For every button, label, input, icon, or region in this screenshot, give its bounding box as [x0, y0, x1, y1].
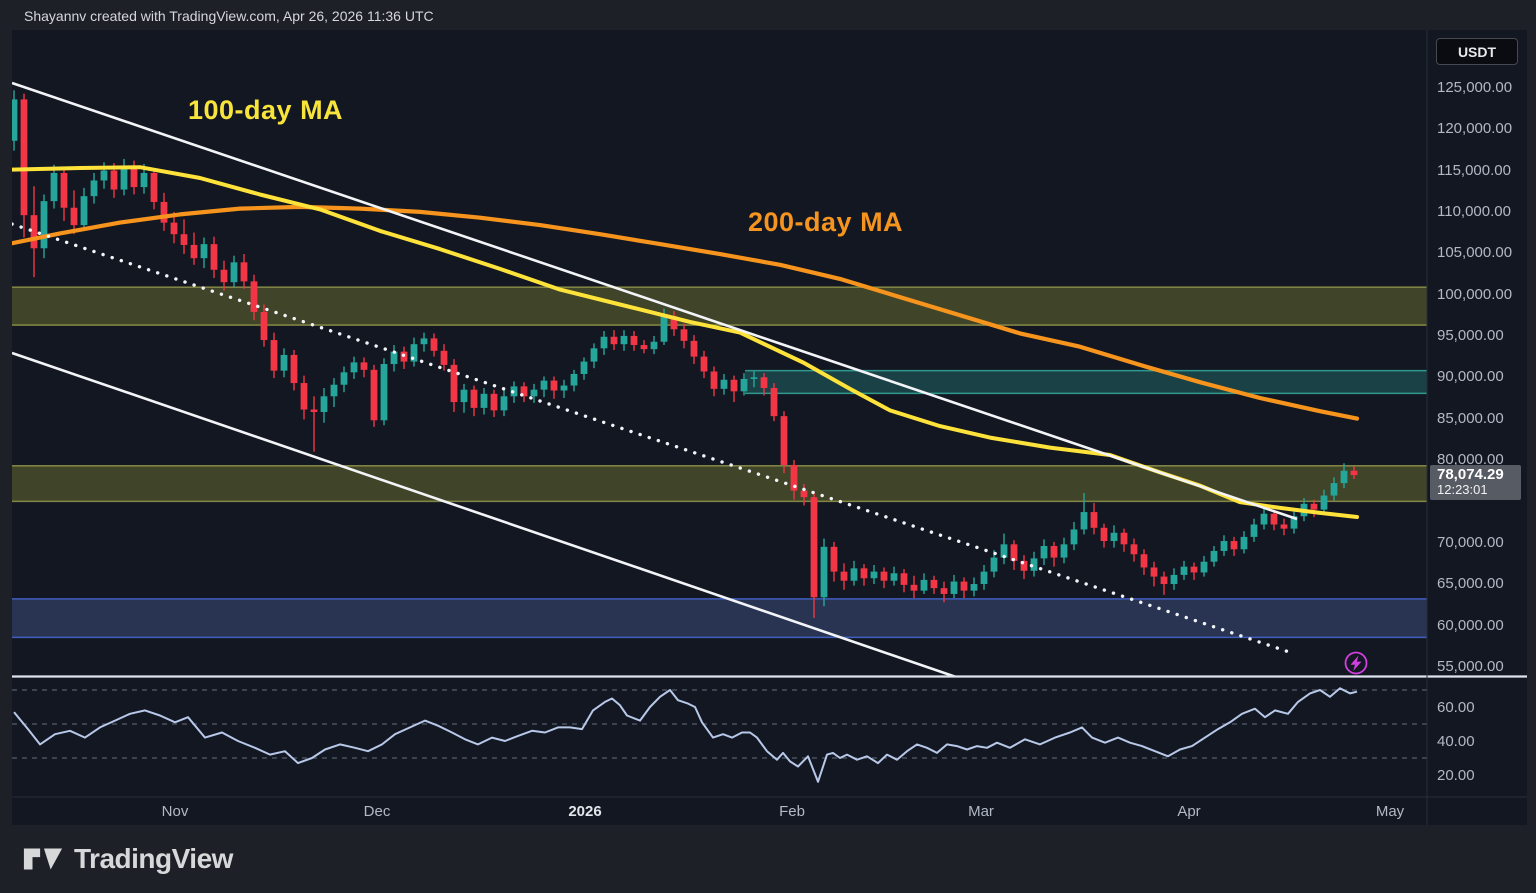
price-tick-label: 115,000.00 — [1437, 161, 1511, 179]
tradingview-logo[interactable]: TradingView — [22, 843, 233, 875]
rsi-tick-label: 60.00 — [1437, 699, 1475, 716]
price-tick-label: 65,000.00 — [1437, 575, 1504, 593]
price-tick-label: 95,000.00 — [1437, 327, 1504, 345]
currency-toggle-button[interactable]: USDT — [1436, 38, 1518, 65]
attribution-text: Shayannv created with TradingView.com, A… — [24, 8, 434, 24]
tradingview-logo-icon — [23, 848, 63, 870]
time-tick-dec: Dec — [363, 803, 391, 820]
price-tick-label: 80,000.00 — [1437, 451, 1504, 469]
time-tick-2026: 2026 — [568, 803, 602, 820]
last-price-label: 78,074.29 12:23:01 — [1430, 465, 1521, 501]
price-tick-label: 60,000.00 — [1437, 616, 1504, 634]
price-tick-label: 70,000.00 — [1437, 533, 1504, 551]
time-axis[interactable]: Nov Dec 2026 Feb Mar Apr May — [12, 797, 1527, 825]
chart-canvas[interactable] — [12, 30, 1527, 825]
price-tick-label: 120,000.00 — [1437, 120, 1513, 138]
ma100-annotation: 100-day MA — [188, 95, 344, 125]
time-tick-apr: Apr — [1177, 803, 1201, 820]
rsi-tick-label: 40.00 — [1437, 733, 1475, 750]
price-tick-label: 110,000.00 — [1437, 203, 1511, 221]
tradingview-wordmark: TradingView — [74, 843, 233, 874]
price-tick-label: 100,000.00 — [1437, 285, 1513, 303]
rsi-tick-label: 20.00 — [1437, 767, 1475, 784]
price-tick-label: 85,000.00 — [1437, 409, 1504, 427]
price-axis[interactable]: 125,000.00 120,000.00 115,000.00 110,000.00… — [1427, 30, 1527, 797]
price-tick-label: 55,000.00 — [1437, 657, 1504, 675]
time-tick-may: May — [1375, 803, 1405, 820]
last-price-value: 78,074.29 — [1437, 466, 1504, 484]
ma200-annotation: 200-day MA — [748, 207, 904, 237]
price-tick-label: 125,000.00 — [1437, 79, 1513, 96]
time-tick-nov: Nov — [161, 803, 189, 820]
time-tick-feb: Feb — [779, 803, 805, 820]
time-tick-mar: Mar — [968, 803, 994, 820]
price-tick-label: 105,000.00 — [1437, 244, 1513, 262]
price-tick-label: 90,000.00 — [1437, 368, 1504, 386]
bar-countdown: 12:23:01 — [1437, 482, 1488, 498]
